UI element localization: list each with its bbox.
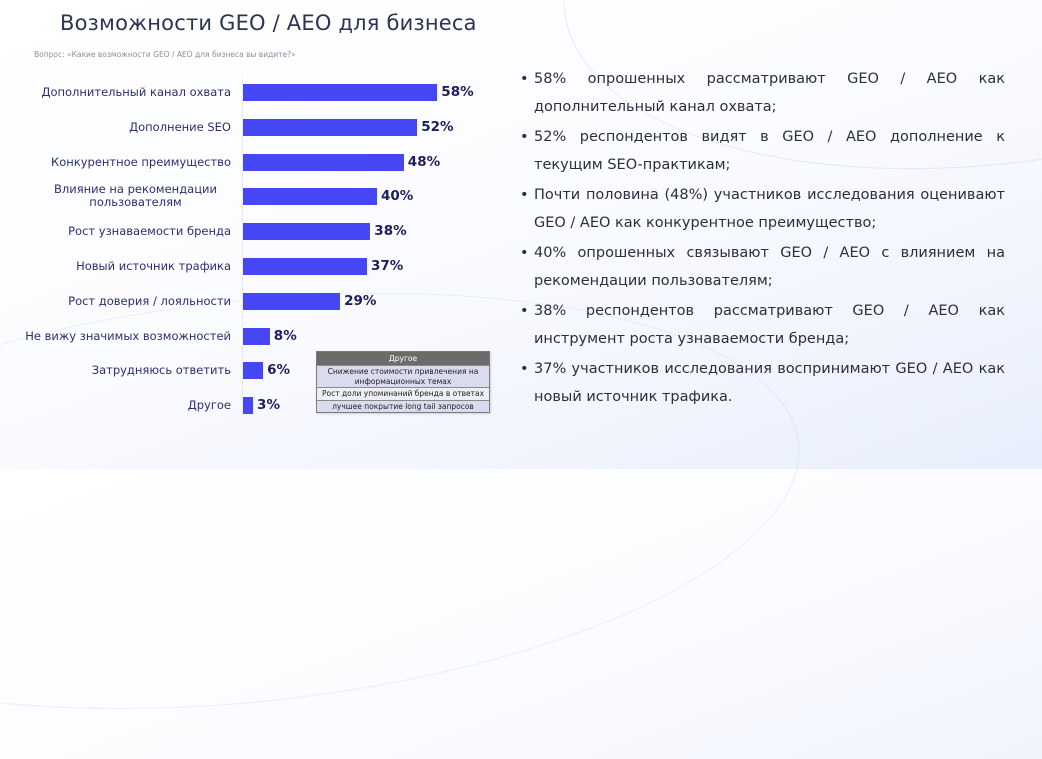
finding-item: • 58% опрошенных рассматривают GEO / AEO … — [520, 66, 1005, 121]
bullet-icon: • — [520, 361, 529, 377]
bullet-icon: • — [520, 303, 529, 319]
bar — [243, 292, 341, 310]
chart-row: Новый источник трафика 37% — [0, 258, 500, 276]
bar — [243, 327, 270, 345]
other-table-row: Рост доли упоминаний бренда в ответах — [317, 387, 489, 400]
bullet-icon: • — [520, 187, 529, 203]
value-label: 38% — [374, 223, 407, 240]
chart-row: Рост узнаваемости бренда 38% — [0, 223, 500, 241]
category-label: Конкурентное преимущество — [51, 154, 231, 169]
chart-axis-line — [242, 78, 243, 418]
bar — [243, 397, 254, 415]
chart-row: Дополнительный канал охвата 58% — [0, 84, 500, 102]
chart-row: Дополнение SEO 52% — [0, 118, 500, 137]
other-table-header: Другое — [317, 352, 489, 365]
chart-row: Затрудняюсь ответить 6% — [0, 362, 500, 380]
value-label: 48% — [407, 153, 441, 170]
value-label: 37% — [370, 258, 404, 274]
category-label: Влияние на рекомендации пользователям — [54, 182, 217, 210]
finding-item: • 38% респондентов рассматривают GEO / AE… — [520, 298, 1005, 353]
page-title: Возможности GEO / AEO для бизнеса — [60, 11, 477, 35]
value-label: 6% — [267, 362, 291, 379]
bullet-icon: • — [520, 71, 529, 87]
survey-question: Вопрос: «Какие возможности GEO / AEO для… — [34, 50, 296, 59]
value-label: 3% — [257, 397, 280, 414]
bar — [243, 258, 367, 275]
category-label: Не вижу значимых возможностей — [25, 328, 231, 343]
value-label: 29% — [344, 292, 377, 309]
bar-chart: Дополнительный канал охвата 58% Дополнение… — [0, 0, 500, 469]
value-label: 40% — [381, 188, 414, 205]
finding-item: • 37% участников исследования воспринимаю… — [520, 356, 1005, 411]
category-label: Дополнительный канал охвата — [41, 85, 231, 99]
category-label: Новый источник трафика — [76, 259, 231, 273]
bar — [243, 223, 371, 241]
bar — [243, 188, 377, 206]
finding-item: • 52% респондентов видят в GEO / AEO допо… — [520, 124, 1005, 179]
finding-text: 58% опрошенных рассматривают GEO / AEO к… — [534, 71, 1005, 115]
chart-row: Рост доверия / лояльности 29% — [0, 292, 500, 311]
finding-text: 52% респондентов видят в GEO / AEO допол… — [534, 129, 1005, 173]
chart-row: Влияние на рекомендации пользователям 40% — [0, 183, 500, 209]
bar — [243, 84, 438, 101]
other-table-row: Снижение стоимости привлечения на информ… — [317, 365, 489, 387]
bar — [243, 362, 264, 380]
value-label: 52% — [421, 118, 454, 135]
category-label: Затрудняюсь ответить — [91, 363, 231, 378]
finding-text: Почти половина (48%) участников исследов… — [534, 187, 1005, 231]
chart-row: Не вижу значимых возможностей 8% — [0, 327, 500, 346]
other-table-row: лучшее покрытие long tail запросов — [317, 399, 489, 412]
bar — [243, 118, 418, 136]
finding-item: • 40% опрошенных связывают GEO / AEO с вл… — [520, 240, 1005, 295]
finding-item: • Почти половина (48%) участников исследо… — [520, 182, 1005, 237]
finding-text: 40% опрошенных связывают GEO / AEO с вли… — [534, 245, 1005, 289]
category-label: Рост узнаваемости бренда — [68, 224, 231, 239]
category-label: Рост доверия / лояльности — [68, 293, 231, 308]
bar — [243, 153, 404, 171]
other-answers-table: Другое Снижение стоимости привлечения на… — [316, 351, 490, 413]
value-label: 58% — [441, 84, 474, 100]
value-label: 8% — [273, 327, 297, 344]
chart-row: Другое 3% — [0, 397, 500, 415]
finding-text: 38% респондентов рассматривают GEO / AEO… — [534, 303, 1005, 347]
finding-text: 37% участников исследования воспринимают… — [534, 361, 1005, 405]
bullet-icon: • — [520, 245, 529, 261]
chart-row: Конкурентное преимущество 48% — [0, 153, 500, 172]
findings-list: • 58% опрошенных рассматривают GEO / AEO … — [520, 66, 1005, 414]
bullet-icon: • — [520, 129, 529, 145]
category-label: Другое — [187, 398, 231, 413]
category-label: Дополнение SEO — [129, 119, 231, 134]
